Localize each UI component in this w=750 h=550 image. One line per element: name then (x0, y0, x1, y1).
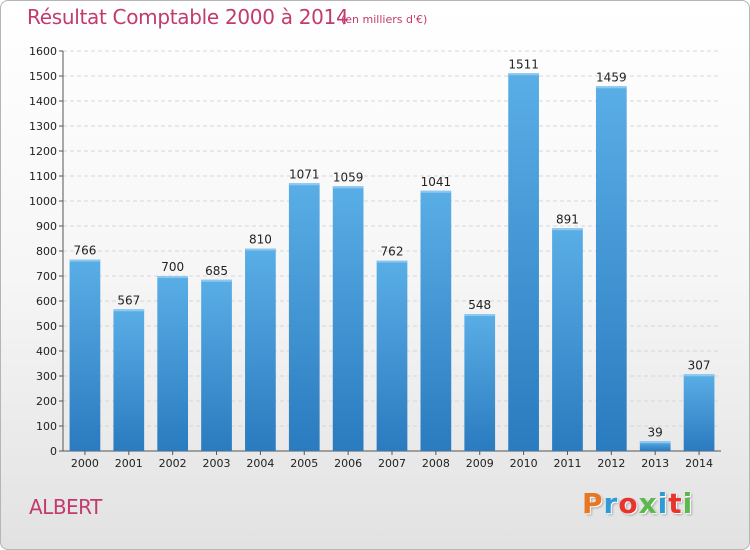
chart-title: Résultat Comptable 2000 à 2014 (27, 5, 349, 29)
logo-letter: i (657, 487, 669, 520)
bar-2012 (595, 86, 627, 451)
bar-value-label: 762 (381, 245, 404, 259)
bar-highlight (639, 441, 671, 444)
bar-2011 (552, 228, 583, 451)
y-tick-label: 500 (36, 320, 57, 333)
bar-highlight (683, 374, 715, 377)
y-tick-label: 800 (36, 245, 57, 258)
bar-value-label: 685 (205, 264, 228, 278)
x-tick-label: 2001 (115, 457, 143, 470)
bar-highlight (508, 73, 539, 76)
y-tick-label: 100 (36, 420, 57, 433)
y-tick-label: 900 (36, 220, 57, 233)
logo-letter: P (582, 487, 604, 520)
y-tick-label: 1000 (29, 195, 57, 208)
y-tick-label: 1600 (29, 45, 57, 58)
commune-name: ALBERT (29, 495, 102, 519)
x-tick-labels: 2000 2001 2002 2003 2004 2005 2006 2007 2008 2009… (71, 457, 713, 470)
bar-highlight (288, 183, 320, 186)
bar-value-label: 1059 (333, 170, 364, 184)
logo-letter: r (603, 487, 619, 520)
bar-2005 (288, 183, 320, 451)
bar-2003 (201, 279, 232, 451)
bar-2001 (113, 309, 145, 451)
x-tick-label: 2006 (334, 457, 362, 470)
y-tick-label: 0 (50, 445, 57, 458)
bar-2009 (464, 314, 496, 451)
bar-value-label: 1041 (421, 175, 452, 189)
x-tick-label: 2008 (422, 457, 450, 470)
bar-value-label: 1511 (508, 57, 539, 71)
bar-highlight (552, 228, 583, 231)
logo-letter: i (682, 487, 694, 520)
bar-value-label: 1071 (289, 167, 320, 181)
bar-highlight (376, 260, 408, 263)
x-tick-label: 2009 (466, 457, 494, 470)
y-tick-label: 700 (36, 270, 57, 283)
bar-value-label: 548 (468, 298, 491, 312)
x-tick-label: 2002 (159, 457, 187, 470)
x-tick-label: 2005 (290, 457, 318, 470)
chart-subtitle: (en milliers d'€) (341, 13, 428, 26)
bar-value-label: 700 (161, 260, 184, 274)
x-tick-label: 2012 (597, 457, 625, 470)
bar-value-label: 810 (249, 233, 272, 247)
y-tick-label: 200 (36, 395, 57, 408)
bar-2004 (245, 248, 276, 451)
y-tick-label: 1200 (29, 145, 57, 158)
bar-highlight (113, 309, 145, 312)
x-tick-label: 2007 (378, 457, 406, 470)
bar-2000 (69, 259, 101, 451)
y-tick-labels: 0 100 200 300 400 500 600 700 800 900 1000 1100 1200… (29, 45, 57, 458)
bar-2014 (683, 374, 715, 451)
bar-value-label: 1459 (596, 70, 627, 84)
logo-letter: x (638, 487, 658, 520)
x-tick-label: 2003 (203, 457, 231, 470)
bar-2006 (332, 186, 364, 451)
bar-2002 (157, 276, 189, 451)
bars: 766 567 700 685 810 1071 1059 762 1041 548 1511 891… (69, 57, 715, 451)
bar-highlight (332, 186, 364, 189)
bar-highlight (420, 190, 452, 193)
bar-2007 (376, 260, 408, 451)
bar-highlight (201, 279, 232, 282)
bar-2013 (639, 441, 671, 451)
bar-highlight (245, 248, 276, 251)
x-tick-label: 2013 (641, 457, 669, 470)
bar-value-label: 39 (648, 425, 663, 439)
y-tick-label: 300 (36, 370, 57, 383)
y-tick-label: 600 (36, 295, 57, 308)
bar-highlight (464, 314, 496, 316)
y-tick-label: 1500 (29, 70, 57, 83)
logo-letter: t (668, 487, 683, 520)
y-tick-label: 1400 (29, 95, 57, 108)
x-tick-label: 2010 (510, 457, 538, 470)
y-tick-label: 1300 (29, 120, 57, 133)
bar-value-label: 307 (688, 358, 711, 372)
x-tick-label: 2000 (71, 457, 99, 470)
bar-highlight (595, 86, 627, 89)
bar-2008 (420, 190, 452, 451)
bar-value-label: 891 (556, 212, 579, 226)
y-tick-label: 400 (36, 345, 57, 358)
proxiti-logo: Proxiti (582, 487, 693, 520)
x-tick-label: 2011 (553, 457, 581, 470)
x-tick-label: 2004 (246, 457, 274, 470)
x-tick-label: 2014 (685, 457, 713, 470)
bar-value-label: 567 (117, 293, 140, 307)
bar-value-label: 766 (73, 244, 96, 258)
bar-highlight (69, 259, 101, 262)
logo-letter: o (618, 487, 639, 520)
bar-highlight (157, 276, 189, 278)
y-tick-label: 1100 (29, 170, 57, 183)
bar-2010 (508, 73, 539, 451)
